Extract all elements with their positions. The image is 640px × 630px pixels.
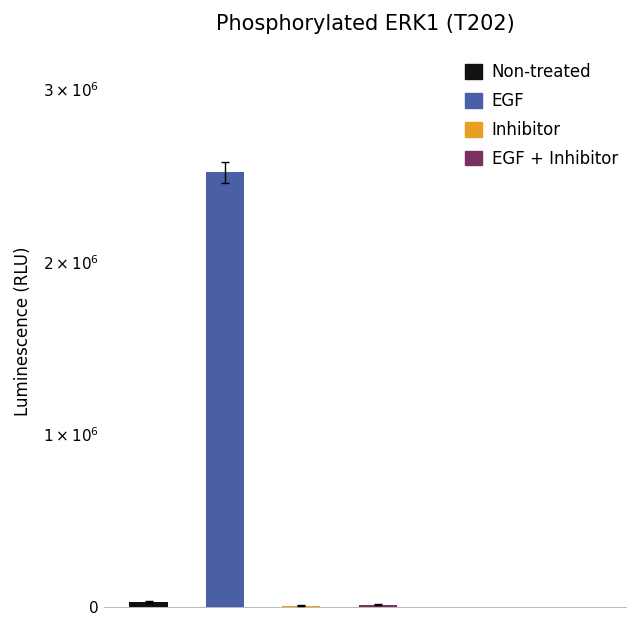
Bar bbox=[129, 602, 168, 607]
Bar bbox=[282, 605, 321, 607]
Title: Phosphorylated ERK1 (T202): Phosphorylated ERK1 (T202) bbox=[216, 14, 515, 34]
Y-axis label: Luminescence (RLU): Luminescence (RLU) bbox=[14, 246, 32, 416]
Bar bbox=[358, 605, 397, 607]
Bar bbox=[206, 172, 244, 607]
Legend: Non-treated, EGF, Inhibitor, EGF + Inhibitor: Non-treated, EGF, Inhibitor, EGF + Inhib… bbox=[465, 63, 618, 168]
